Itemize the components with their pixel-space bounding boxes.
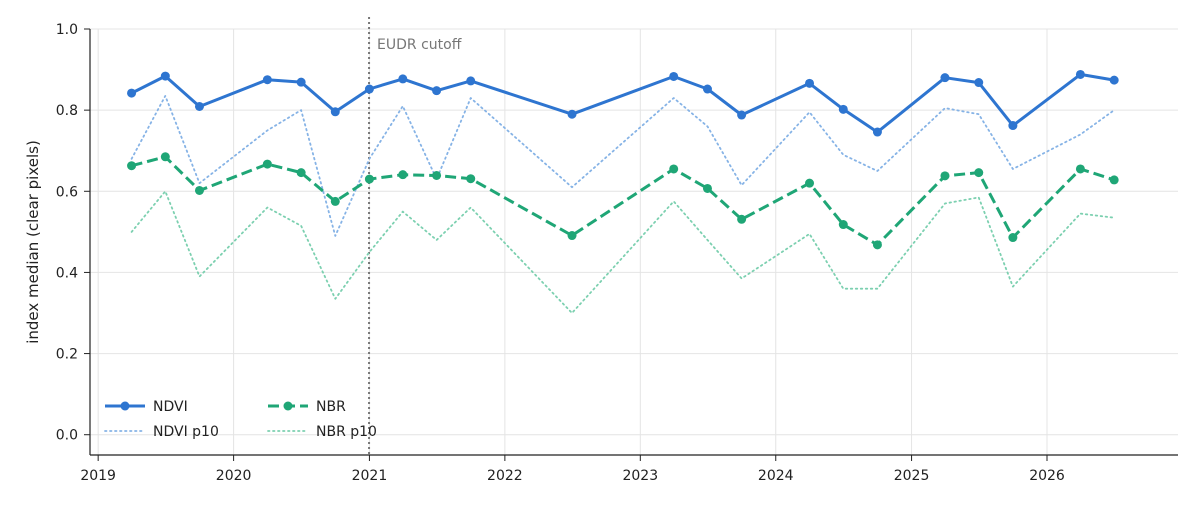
ndvi-point: [1075, 69, 1085, 79]
legend-marker-ndvi: [120, 401, 130, 411]
ndvi-point: [364, 84, 374, 94]
ndvi-point: [940, 73, 950, 83]
legend-label-nbr: NBR: [316, 399, 346, 415]
y-tick-label: 0.2: [56, 347, 78, 363]
ndvi-point: [838, 104, 848, 114]
y-axis-title: index median (clear pixels): [24, 140, 42, 344]
ndvi-point: [330, 107, 340, 117]
ndvi-point: [466, 76, 476, 86]
y-tick-label: 0.8: [56, 103, 78, 119]
ndvi-point: [974, 78, 984, 88]
x-tick-label: 2023: [622, 468, 658, 484]
nbr-point: [466, 174, 476, 184]
annotation-layer: EUDR cutoff: [368, 17, 462, 455]
ndvi-point: [262, 75, 272, 85]
ndvi-point: [398, 74, 408, 84]
x-tick-label: 2026: [1029, 468, 1065, 484]
ndvi-point: [805, 78, 815, 88]
y-tick-label: 1.0: [56, 22, 78, 38]
ndvi-point: [737, 110, 747, 120]
eudr-cutoff-label: EUDR cutoff: [377, 37, 462, 53]
nbr-point: [974, 168, 984, 178]
legend-label-ndvi: NDVI: [153, 399, 188, 415]
nbr-point: [737, 214, 747, 224]
nbr-point: [160, 152, 170, 162]
ndvi-point: [127, 88, 137, 98]
series-layer: [127, 69, 1119, 314]
nbr-point: [364, 174, 374, 184]
nbr-point: [805, 178, 815, 188]
legend-label-ndvi-p10: NDVI p10: [153, 424, 219, 440]
gridlines: [90, 28, 1178, 455]
x-tick-label: 2025: [894, 468, 930, 484]
ndvi-line: [130, 72, 1115, 134]
nbr-point: [1008, 233, 1018, 243]
nbr-point: [262, 159, 272, 169]
x-tick-label: 2024: [758, 468, 794, 484]
axes: 2019 2020 2021 2022 2023 2024 2025 2026 0.00.20…: [56, 22, 1178, 484]
nbr-point: [330, 196, 340, 206]
y-axis-ticks: 0.0 0.2 0.4 0.6 0.8 1.0: [56, 22, 90, 444]
y-tick-label: 0.4: [56, 265, 78, 281]
nbr-point: [1109, 175, 1119, 185]
ndvi-point: [872, 127, 882, 137]
legend-marker-nbr: [283, 401, 293, 411]
nbr-line: [131, 155, 1115, 247]
nbr-point: [398, 170, 408, 180]
nbr-point: [872, 240, 882, 250]
ndvi-point: [160, 71, 170, 81]
nbr-point: [702, 183, 712, 193]
legend-label-nbr-p10: NBR p10: [316, 424, 377, 440]
nbr-point: [127, 161, 137, 171]
ndvi-point: [669, 71, 679, 81]
nbr-p10-line: [130, 190, 1116, 314]
nbr-point: [940, 171, 950, 181]
ndvi-point: [567, 109, 577, 119]
ndvi-point: [432, 86, 442, 96]
nbr-point: [296, 168, 306, 178]
ndvi-point: [296, 77, 306, 87]
x-axis-ticks: 2019 2020 2021 2022 2023 2024 2025 2026: [80, 455, 1065, 484]
nbr-point: [1075, 164, 1085, 174]
x-tick-label: 2019: [80, 468, 116, 484]
y-tick-label: 0.0: [56, 428, 78, 444]
ndvi-point: [194, 101, 204, 111]
nbr-point: [567, 231, 577, 241]
legend: NDVI NDVI p10 NBR NBR p10: [104, 399, 377, 440]
nbr-point: [432, 170, 442, 180]
x-tick-label: 2020: [216, 468, 252, 484]
y-tick-label: 0.6: [56, 184, 78, 200]
nbr-point: [838, 220, 848, 230]
x-tick-label: 2021: [352, 468, 388, 484]
nbr-point: [194, 185, 204, 195]
ndvi-point: [702, 84, 712, 94]
ndvi-point: [1008, 121, 1018, 131]
ndvi-p10-line: [130, 95, 1116, 237]
ndvi-point: [1109, 75, 1119, 85]
nbr-point: [669, 164, 679, 174]
x-tick-label: 2022: [487, 468, 523, 484]
